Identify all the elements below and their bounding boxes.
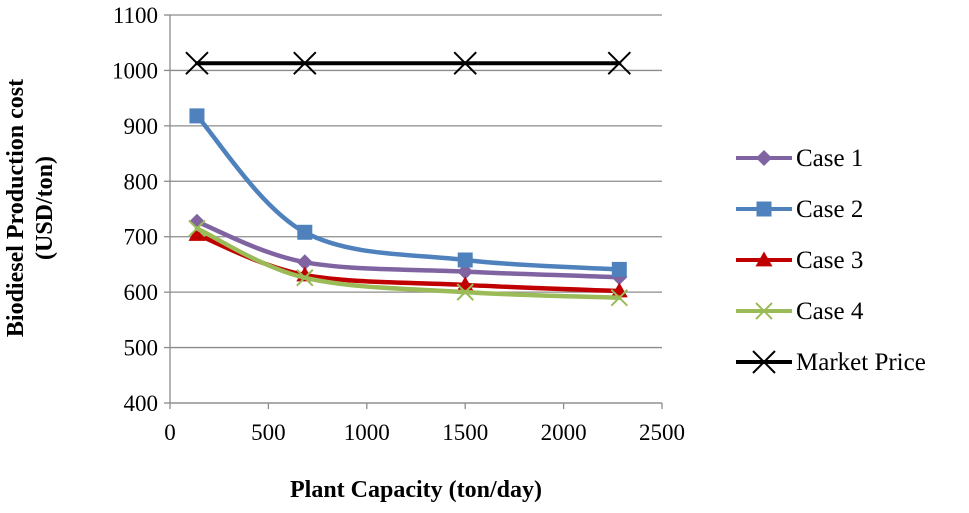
data-point-case-4-0 xyxy=(188,219,206,238)
y-axis-title-line1: Biodiesel Production cost xyxy=(3,79,29,337)
x-tick-label-2500: 2500 xyxy=(639,420,685,445)
legend-marker-case-4 xyxy=(755,302,773,320)
x-tick-label-1000: 1000 xyxy=(344,420,390,445)
data-point-case-4-3-stroke-b xyxy=(610,288,629,307)
legend-marker-case-1 xyxy=(756,150,772,166)
data-point-case-2-3 xyxy=(611,261,627,277)
legend-label-case-2: Case 2 xyxy=(796,196,863,223)
legend-marker-case-3 xyxy=(755,251,773,267)
legend-label-market-price: Market Price xyxy=(796,349,926,376)
x-tick-label-2000: 2000 xyxy=(541,420,587,445)
y-tick-label-500: 500 xyxy=(124,336,159,361)
data-point-case-4-2 xyxy=(456,283,474,301)
legend-marker-market-price-stroke-b xyxy=(752,350,776,374)
data-point-case-4-0-stroke-b xyxy=(188,219,206,238)
legend-marker-case-2 xyxy=(756,201,772,217)
gridlines xyxy=(170,14,662,404)
y-tick-label-600: 600 xyxy=(124,280,159,305)
legend-item-case-2: Case 2 xyxy=(736,196,863,223)
y-tick-label-400: 400 xyxy=(124,391,159,416)
data-point-case-4-1 xyxy=(296,269,314,287)
x-tick-label-1500: 1500 xyxy=(442,420,488,445)
legend-label-case-4: Case 4 xyxy=(796,298,864,325)
legend-item-case-1: Case 1 xyxy=(736,145,863,172)
series-line-case-1 xyxy=(194,219,622,280)
axes xyxy=(164,14,663,409)
data-point-market-price-0-stroke-b xyxy=(185,51,209,75)
legend-item-case-3: Case 3 xyxy=(736,247,863,274)
data-point-case-3-0 xyxy=(188,225,206,241)
data-point-case-4-2-stroke-b xyxy=(456,283,474,301)
data-point-case-4-1-stroke-b xyxy=(296,269,314,287)
x-axis-title: Plant Capacity (ton/day) xyxy=(290,477,542,503)
data-point-case-2-0 xyxy=(189,108,205,124)
data-point-case-1-1 xyxy=(296,254,313,271)
legend-label-case-1: Case 1 xyxy=(796,145,863,172)
series-line-case-4 xyxy=(194,226,622,300)
tick-labels: 400 500 600 700 800 900 1000 1100 0 500 1000 1500 20… xyxy=(112,3,685,445)
y-tick-label-900: 900 xyxy=(124,114,159,139)
legend-label-case-3: Case 3 xyxy=(796,247,863,274)
y-axis-title-line2: (USD/ton) xyxy=(32,156,58,260)
x-tick-label-0: 0 xyxy=(164,420,176,445)
data-point-market-price-1 xyxy=(293,51,317,75)
data-point-market-price-3-stroke-b xyxy=(607,51,632,75)
series xyxy=(185,51,632,307)
data-point-case-1-2 xyxy=(457,263,474,280)
y-tick-label-1100: 1100 xyxy=(113,3,158,28)
data-point-market-price-0 xyxy=(185,51,209,75)
y-tick-label-800: 800 xyxy=(124,169,159,194)
x-tick-label-500: 500 xyxy=(251,420,286,445)
data-point-market-price-2-stroke-b xyxy=(453,51,477,75)
legend: Case 1 Case 2 Case 3 Case 4 Market Price xyxy=(736,145,926,376)
series-line-case-2 xyxy=(194,113,622,272)
legend-item-case-4: Case 4 xyxy=(736,298,864,325)
data-point-market-price-1-stroke-b xyxy=(293,51,317,75)
legend-marker-case-4-stroke-b xyxy=(755,302,773,320)
legend-marker-market-price xyxy=(752,350,776,374)
y-tick-label-700: 700 xyxy=(124,225,159,250)
data-point-case-4-3 xyxy=(610,288,629,307)
data-point-market-price-3 xyxy=(607,51,632,75)
data-point-case-2-2 xyxy=(457,252,473,268)
data-point-market-price-2 xyxy=(453,51,477,75)
data-point-case-2-1 xyxy=(297,224,313,240)
y-tick-label-1000: 1000 xyxy=(112,58,158,83)
legend-item-market-price: Market Price xyxy=(736,349,926,376)
